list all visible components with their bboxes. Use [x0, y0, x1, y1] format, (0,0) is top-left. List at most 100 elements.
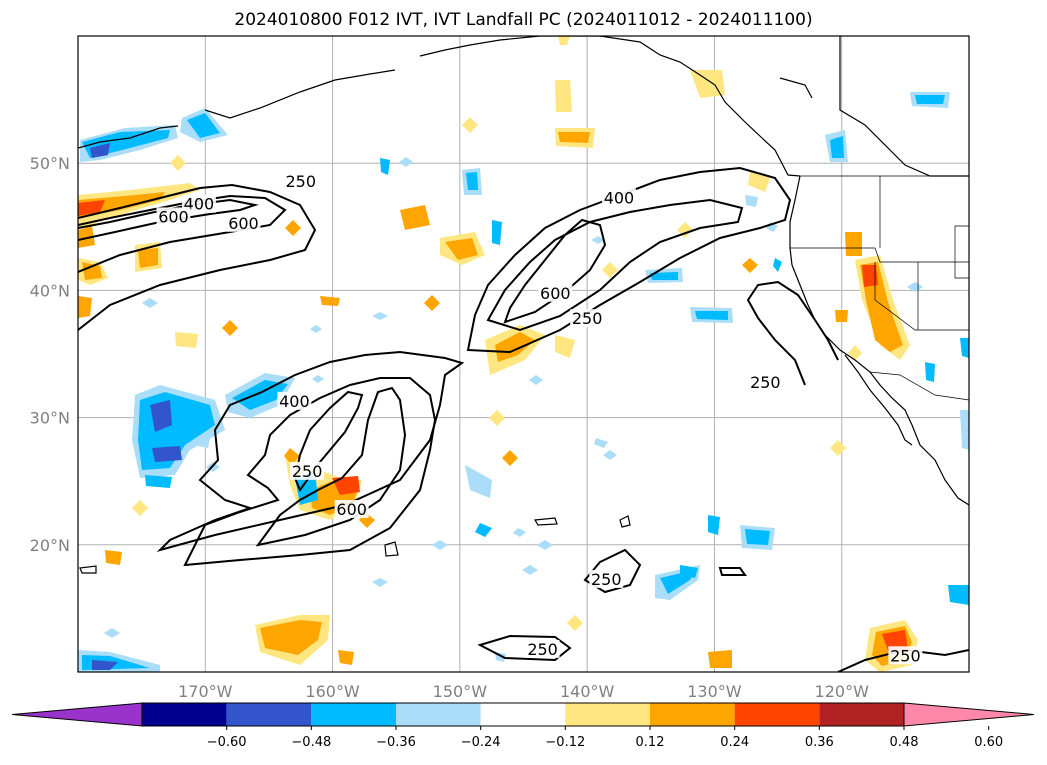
- shade-negative: [187, 113, 220, 138]
- colorbar-tick-label: −0.60: [207, 735, 247, 750]
- shade-positive: [170, 155, 186, 171]
- shade-negative: [960, 338, 969, 358]
- shade-negative: [399, 157, 413, 167]
- colorbar-bin: [142, 703, 227, 726]
- shade-negative: [90, 143, 110, 158]
- shade-negative: [915, 95, 945, 104]
- lat-label: 30°N: [30, 409, 70, 428]
- contour-label: 250: [527, 640, 558, 659]
- shade-positive: [708, 650, 732, 668]
- shade-negative: [745, 195, 758, 207]
- shade-negative: [745, 529, 770, 545]
- shade-positive: [320, 296, 340, 306]
- shade-positive: [567, 615, 583, 631]
- contour-250: [477, 634, 572, 662]
- colorbar-tick-label: −0.24: [461, 735, 501, 750]
- shade-negative: [104, 628, 120, 638]
- shade-positive: [222, 320, 238, 336]
- contour-label: 400: [604, 188, 635, 207]
- contour-label: 250: [285, 172, 316, 191]
- shade-negative: [432, 540, 448, 550]
- shade-negative: [145, 475, 172, 488]
- shade-positive: [285, 220, 301, 236]
- shade-positive: [78, 296, 92, 318]
- island: [384, 541, 399, 557]
- shade-negative: [695, 311, 728, 320]
- shade-positive: [558, 132, 590, 143]
- colorbar-bin: [650, 703, 735, 726]
- colorbar: −0.60 −0.48 −0.36 −0.24 −0.12 0.12 0.24 0.36 0.4…: [11, 702, 1035, 750]
- colorbar-tick-label: 0.24: [720, 735, 749, 750]
- shade-positive: [284, 448, 300, 465]
- lat-label: 50°N: [30, 154, 70, 173]
- shade-negative: [92, 660, 118, 670]
- shade-negative: [152, 446, 182, 462]
- lon-label: 120°W: [815, 682, 870, 701]
- shade-negative: [198, 436, 210, 448]
- lon-label: 170°W: [178, 682, 233, 701]
- shade-negative: [475, 523, 492, 537]
- shade-positive: [132, 500, 148, 516]
- colorbar-bin: [565, 703, 650, 726]
- shade-positive: [78, 183, 200, 228]
- shade-positive: [835, 310, 848, 322]
- coastlines: [78, 36, 969, 574]
- colorbar-bin: [480, 703, 566, 726]
- shade-positive: [138, 248, 158, 268]
- contour-label-bg: [277, 391, 312, 410]
- state-borders: [790, 175, 969, 401]
- colorbar-tick-label: 0.12: [636, 735, 665, 750]
- shade-positive: [82, 262, 102, 280]
- shade-positive: [489, 410, 505, 426]
- shade-negative: [529, 375, 543, 385]
- contour-label: 250: [572, 309, 603, 328]
- colorbar-bin: [311, 703, 396, 726]
- shade-negative: [907, 282, 923, 292]
- island: [779, 77, 813, 99]
- contour-label: 600: [336, 500, 367, 519]
- island: [533, 517, 558, 526]
- shade-negative: [708, 515, 720, 535]
- contour-label-bg: [226, 213, 261, 232]
- shade-negative: [465, 465, 492, 498]
- colorbar-tick-label: 0.60: [974, 735, 1003, 750]
- shade-negative: [492, 220, 502, 245]
- shade-positive: [78, 226, 95, 248]
- contour-label: 250: [591, 570, 622, 589]
- colorbar-tick-label: −0.36: [376, 735, 416, 750]
- contour-label-bg: [748, 372, 783, 391]
- shade-negative: [948, 585, 969, 605]
- latitude-labels: 50°N 40°N 30°N 20°N: [30, 154, 70, 555]
- colorbar-bin: [396, 703, 481, 726]
- shade-negative: [603, 450, 617, 460]
- shade-positive: [462, 117, 478, 133]
- contour-label-bg: [525, 639, 560, 658]
- shade-positive: [555, 80, 572, 112]
- shade-negative: [513, 528, 526, 537]
- contour-label: 600: [228, 214, 259, 233]
- shade-positive: [260, 620, 322, 655]
- shade-negative: [522, 565, 538, 575]
- lat-label: 40°N: [30, 281, 70, 300]
- coastline-alaska: [78, 36, 801, 177]
- shade-negative: [372, 312, 388, 320]
- contour-label-bg: [334, 500, 369, 518]
- shade-positive: [332, 476, 360, 495]
- shade-negative: [650, 272, 678, 280]
- lon-label: 140°W: [560, 682, 615, 701]
- shade-negative: [925, 362, 935, 382]
- contour-label-bg: [589, 569, 624, 588]
- shade-positive: [845, 232, 862, 256]
- shade-negative: [372, 578, 388, 587]
- contour-label-bg: [888, 646, 923, 665]
- shade-positive: [558, 36, 570, 45]
- shade-negative: [591, 236, 605, 244]
- coastline-baja: [844, 354, 913, 446]
- colorbar-bin: [226, 703, 312, 726]
- shade-positive: [78, 200, 105, 216]
- shade-positive: [105, 550, 122, 565]
- contour-label: 400: [184, 195, 215, 214]
- contour-250: [78, 183, 317, 331]
